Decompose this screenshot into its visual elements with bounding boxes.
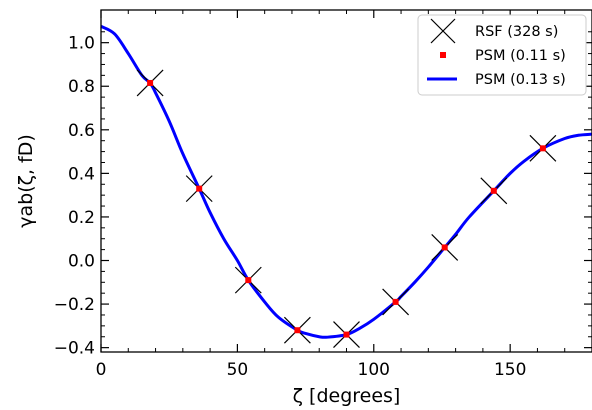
- series-layer: [100, 24, 592, 348]
- psm-011-point: [343, 331, 350, 338]
- x-tick-label: 0: [96, 360, 107, 380]
- y-tick-label: 1.0: [68, 34, 95, 54]
- legend-label: RSF (328 s): [475, 24, 558, 40]
- psm-011-point: [147, 79, 154, 86]
- plot-frame: [100, 9, 592, 353]
- y-tick-label: 0.4: [68, 164, 95, 184]
- y-tick-label: 0.8: [68, 77, 95, 97]
- x-axis-label: ζ [degrees]: [293, 385, 401, 407]
- legend-label: PSM (0.11 s): [475, 48, 566, 64]
- y-tick-label: 0.2: [68, 208, 95, 228]
- legend: RSF (328 s) PSM (0.11 s) PSM (0.13 s): [417, 14, 587, 96]
- axis-ticks: 0 50 100 150 −0.4 −0.2 0.0 0.2 0.4 0.6 0.8 1.0: [54, 10, 592, 380]
- y-tick-label: 0.0: [68, 252, 95, 272]
- y-axis-label: γab(ζ, fD): [15, 134, 37, 228]
- psm-011-point: [441, 244, 448, 251]
- x-tick-label: 50: [227, 360, 249, 380]
- psm-011-point: [490, 187, 497, 194]
- psm-011-point: [294, 327, 301, 334]
- y-tick-label: 0.6: [68, 121, 95, 141]
- y-tick-label: −0.2: [54, 295, 95, 315]
- psm-011-point: [539, 145, 546, 152]
- legend-box: [417, 14, 587, 96]
- psm-011-point: [392, 298, 399, 305]
- x-tick-label: 100: [358, 360, 390, 380]
- psm-011-point: [245, 277, 252, 284]
- y-tick-label: −0.4: [54, 339, 95, 359]
- x-tick-label: 150: [494, 360, 526, 380]
- legend-label: PSM (0.13 s): [475, 72, 566, 88]
- psm-011-point: [196, 185, 203, 192]
- legend-marker-rsf: [430, 18, 456, 44]
- legend-marker-psm-011: [440, 52, 446, 58]
